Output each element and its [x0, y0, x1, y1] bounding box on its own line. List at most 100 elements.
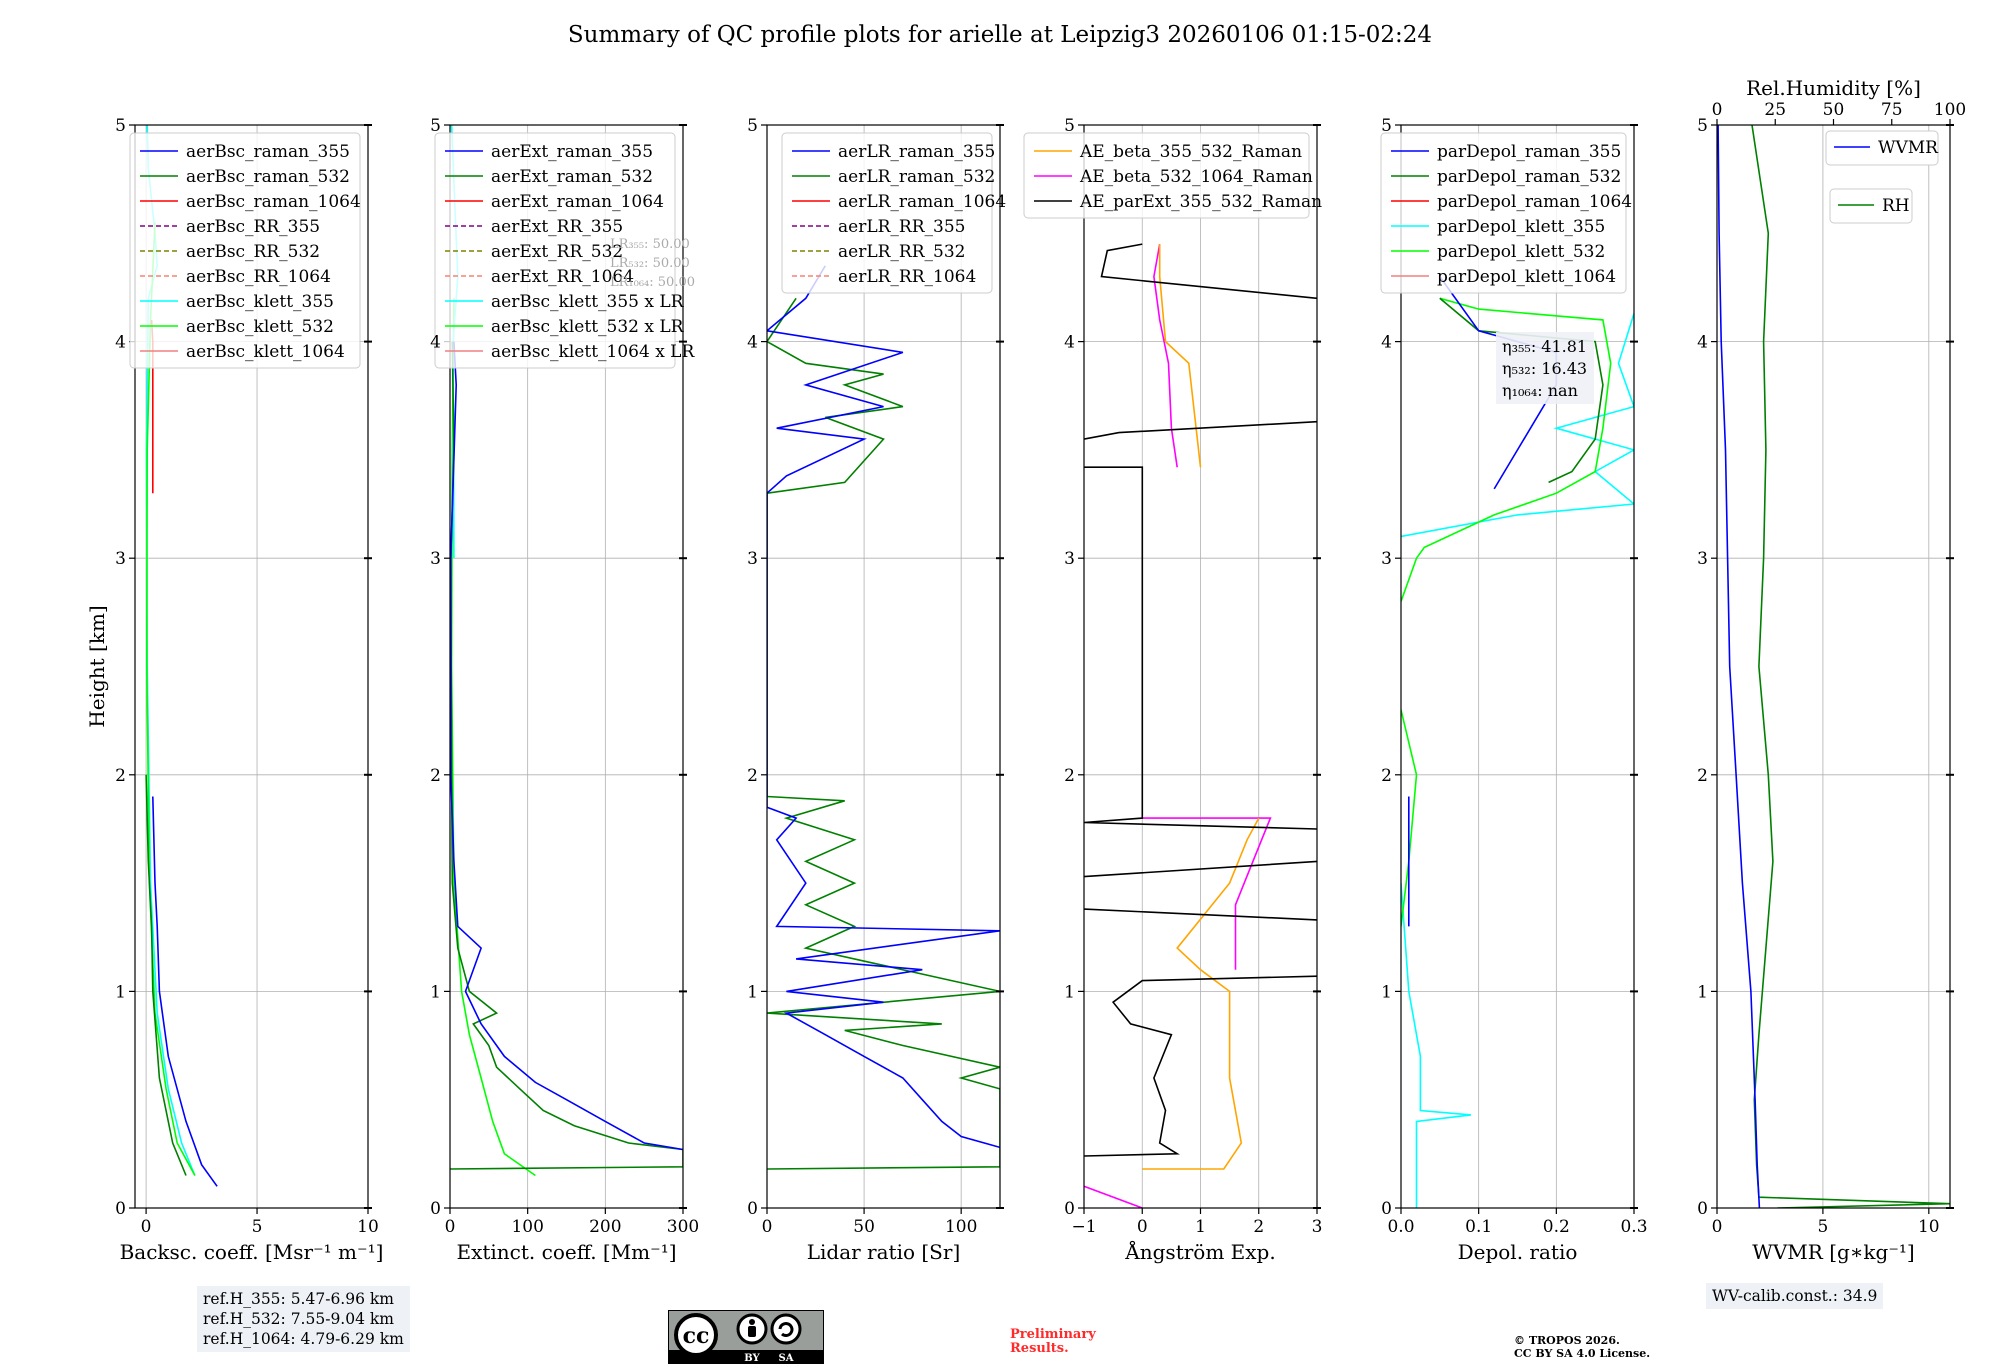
- series-parDepol_klett_532: [1401, 297, 1612, 927]
- preliminary-note: Preliminary Results.: [1010, 1328, 1096, 1356]
- x-tick-label: 10: [1918, 1217, 1940, 1237]
- x-tick-label: 1: [1195, 1217, 1206, 1237]
- y-tick-label: 4: [1381, 333, 1392, 353]
- chart-panel-2: [434, 124, 687, 1214]
- legend-entry: aerBsc_klett_532 x LR: [491, 317, 685, 337]
- y-tick-label: 5: [747, 116, 758, 136]
- x-tick-label: 10: [357, 1217, 379, 1237]
- y-tick-label: 4: [115, 333, 126, 353]
- x-tick-label: 0: [1137, 1217, 1148, 1237]
- y-tick-label: 1: [747, 982, 758, 1002]
- legend-entry: aerExt_raman_355: [491, 142, 653, 162]
- y-tick-label: 3: [747, 549, 758, 569]
- legend-box-rh: [1829, 188, 1913, 224]
- y-tick-label: 0: [747, 1199, 758, 1219]
- y-tick-label: 4: [430, 333, 441, 353]
- x2-tick-label: 100: [1934, 100, 1966, 120]
- x-tick-label: 0.0: [1387, 1217, 1414, 1237]
- legend-box: [434, 132, 676, 369]
- y-tick-label: 3: [430, 549, 441, 569]
- series-AE_beta_532_1064_Raman: [1084, 243, 1272, 1208]
- x-tick-label: 300: [667, 1217, 699, 1237]
- y-tick-label: 2: [1381, 766, 1392, 786]
- legend-entry: aerBsc_raman_355: [186, 142, 350, 162]
- lidar-ratio-annotation: LR₅₃₂: 50.00: [610, 256, 690, 271]
- y-tick-label: 5: [1064, 116, 1075, 136]
- chart-panel-5: [1380, 124, 1638, 1214]
- y-tick-label: 0: [1697, 1199, 1708, 1219]
- legend-entry: AE_beta_355_532_Raman: [1079, 142, 1302, 162]
- x2-tick-label: 50: [1823, 100, 1845, 120]
- legend-entry: aerExt_RR_355: [491, 217, 623, 237]
- y-tick-label: 4: [747, 333, 758, 353]
- legend-entry: aerLR_raman_1064: [838, 192, 1006, 212]
- y-axis-label: Height [km]: [85, 605, 109, 727]
- legend-entry: aerBsc_RR_1064: [186, 267, 331, 287]
- legend-entry: aerBsc_klett_1064 x LR: [491, 342, 695, 362]
- y-tick-label: 0: [1381, 1199, 1392, 1219]
- y-tick-label: 3: [1381, 549, 1392, 569]
- axes-frame: [766, 124, 1001, 1209]
- legend-box: [1380, 132, 1627, 294]
- x-tick-label: 0: [445, 1217, 456, 1237]
- sa-label: SA: [779, 1353, 794, 1364]
- x-tick-label: 0.3: [1620, 1217, 1647, 1237]
- series-aerBsc_raman_532: [145, 774, 187, 1176]
- y-tick-label: 2: [1064, 766, 1075, 786]
- x-tick-label: 0: [1712, 1217, 1723, 1237]
- x-axis-label: Lidar ratio [Sr]: [807, 1240, 961, 1264]
- series-aerLR_raman_532: [767, 297, 1000, 1170]
- legend-entry: aerBsc_klett_1064: [186, 342, 345, 362]
- series-aerBsc_klett_532 x LR: [450, 298, 536, 1177]
- legend-entry: parDepol_klett_355: [1437, 217, 1605, 237]
- copyright-line-1: © TROPOS 2026.: [1514, 1334, 1620, 1347]
- y-tick-label: 1: [1381, 982, 1392, 1002]
- wv-calib-text: WV-calib.const.: 34.9: [1712, 1287, 1878, 1305]
- x-tick-label: 100: [945, 1217, 977, 1237]
- x-tick-label: 5: [1817, 1217, 1828, 1237]
- legend-entry: aerBsc_klett_532: [186, 317, 334, 337]
- eta-box: [1496, 332, 1594, 404]
- y-tick-label: 2: [115, 766, 126, 786]
- x-axis-label: Depol. ratio: [1458, 1240, 1578, 1264]
- ref-height-1064: ref.H_1064: 4.79-6.29 km: [203, 1330, 404, 1348]
- x-tick-label: 0.2: [1543, 1217, 1570, 1237]
- legend-entry: aerExt_raman_532: [491, 167, 653, 187]
- series-parDepol_klett_355: [1401, 313, 1634, 1208]
- y-tick-label: 0: [430, 1199, 441, 1219]
- cc-icon-label: cc: [683, 1323, 710, 1349]
- axes-frame: [134, 124, 369, 1209]
- chart-panel-3: [761, 124, 1004, 1214]
- series-AE_parExt_355_532_Raman: [1084, 243, 1317, 1157]
- legend-entry: parDepol_raman_1064: [1437, 192, 1632, 212]
- series-aerExt_raman_355: [450, 341, 683, 1151]
- legend-entry: parDepol_raman_355: [1437, 142, 1621, 162]
- y-tick-label: 2: [747, 766, 758, 786]
- legend-entry: aerLR_RR_532: [838, 242, 965, 262]
- legend-entry: parDepol_raman_532: [1437, 167, 1621, 187]
- chart-panel-1: [129, 124, 372, 1214]
- legend-entry: parDepol_klett_532: [1437, 242, 1605, 262]
- legend-box: [1023, 132, 1310, 219]
- legend-entry: aerExt_RR_532: [491, 242, 623, 262]
- legend-box-wvmr: [1825, 130, 1939, 166]
- copyright-line-2: CC BY SA 4.0 License.: [1514, 1347, 1651, 1360]
- x-tick-label: 2: [1253, 1217, 1264, 1237]
- y-tick-label: 2: [430, 766, 441, 786]
- legend-entry: aerLR_RR_355: [838, 217, 965, 237]
- x-tick-label: 3: [1312, 1217, 1323, 1237]
- cc-license-badge[interactable]: cc BY SA: [668, 1310, 824, 1364]
- x-tick-label: 0: [141, 1217, 152, 1237]
- legend-entry: WVMR: [1878, 138, 1939, 158]
- chart-panel-6: [1711, 119, 1954, 1214]
- lidar-ratio-annotation: LR₃₅₅: 50.00: [610, 237, 690, 252]
- by-label: BY: [744, 1353, 760, 1364]
- series-aerBsc_raman_355: [152, 796, 218, 1187]
- wv-calib-box: WV-calib.const.: 34.9: [1706, 1283, 1884, 1309]
- x-tick-label: 50: [853, 1217, 875, 1237]
- legend-entry: aerBsc_RR_532: [186, 242, 320, 262]
- ref-height-355: ref.H_355: 5.47-6.96 km: [203, 1290, 394, 1308]
- legend-entry: RH: [1882, 196, 1910, 216]
- x-tick-label: 0.1: [1465, 1217, 1492, 1237]
